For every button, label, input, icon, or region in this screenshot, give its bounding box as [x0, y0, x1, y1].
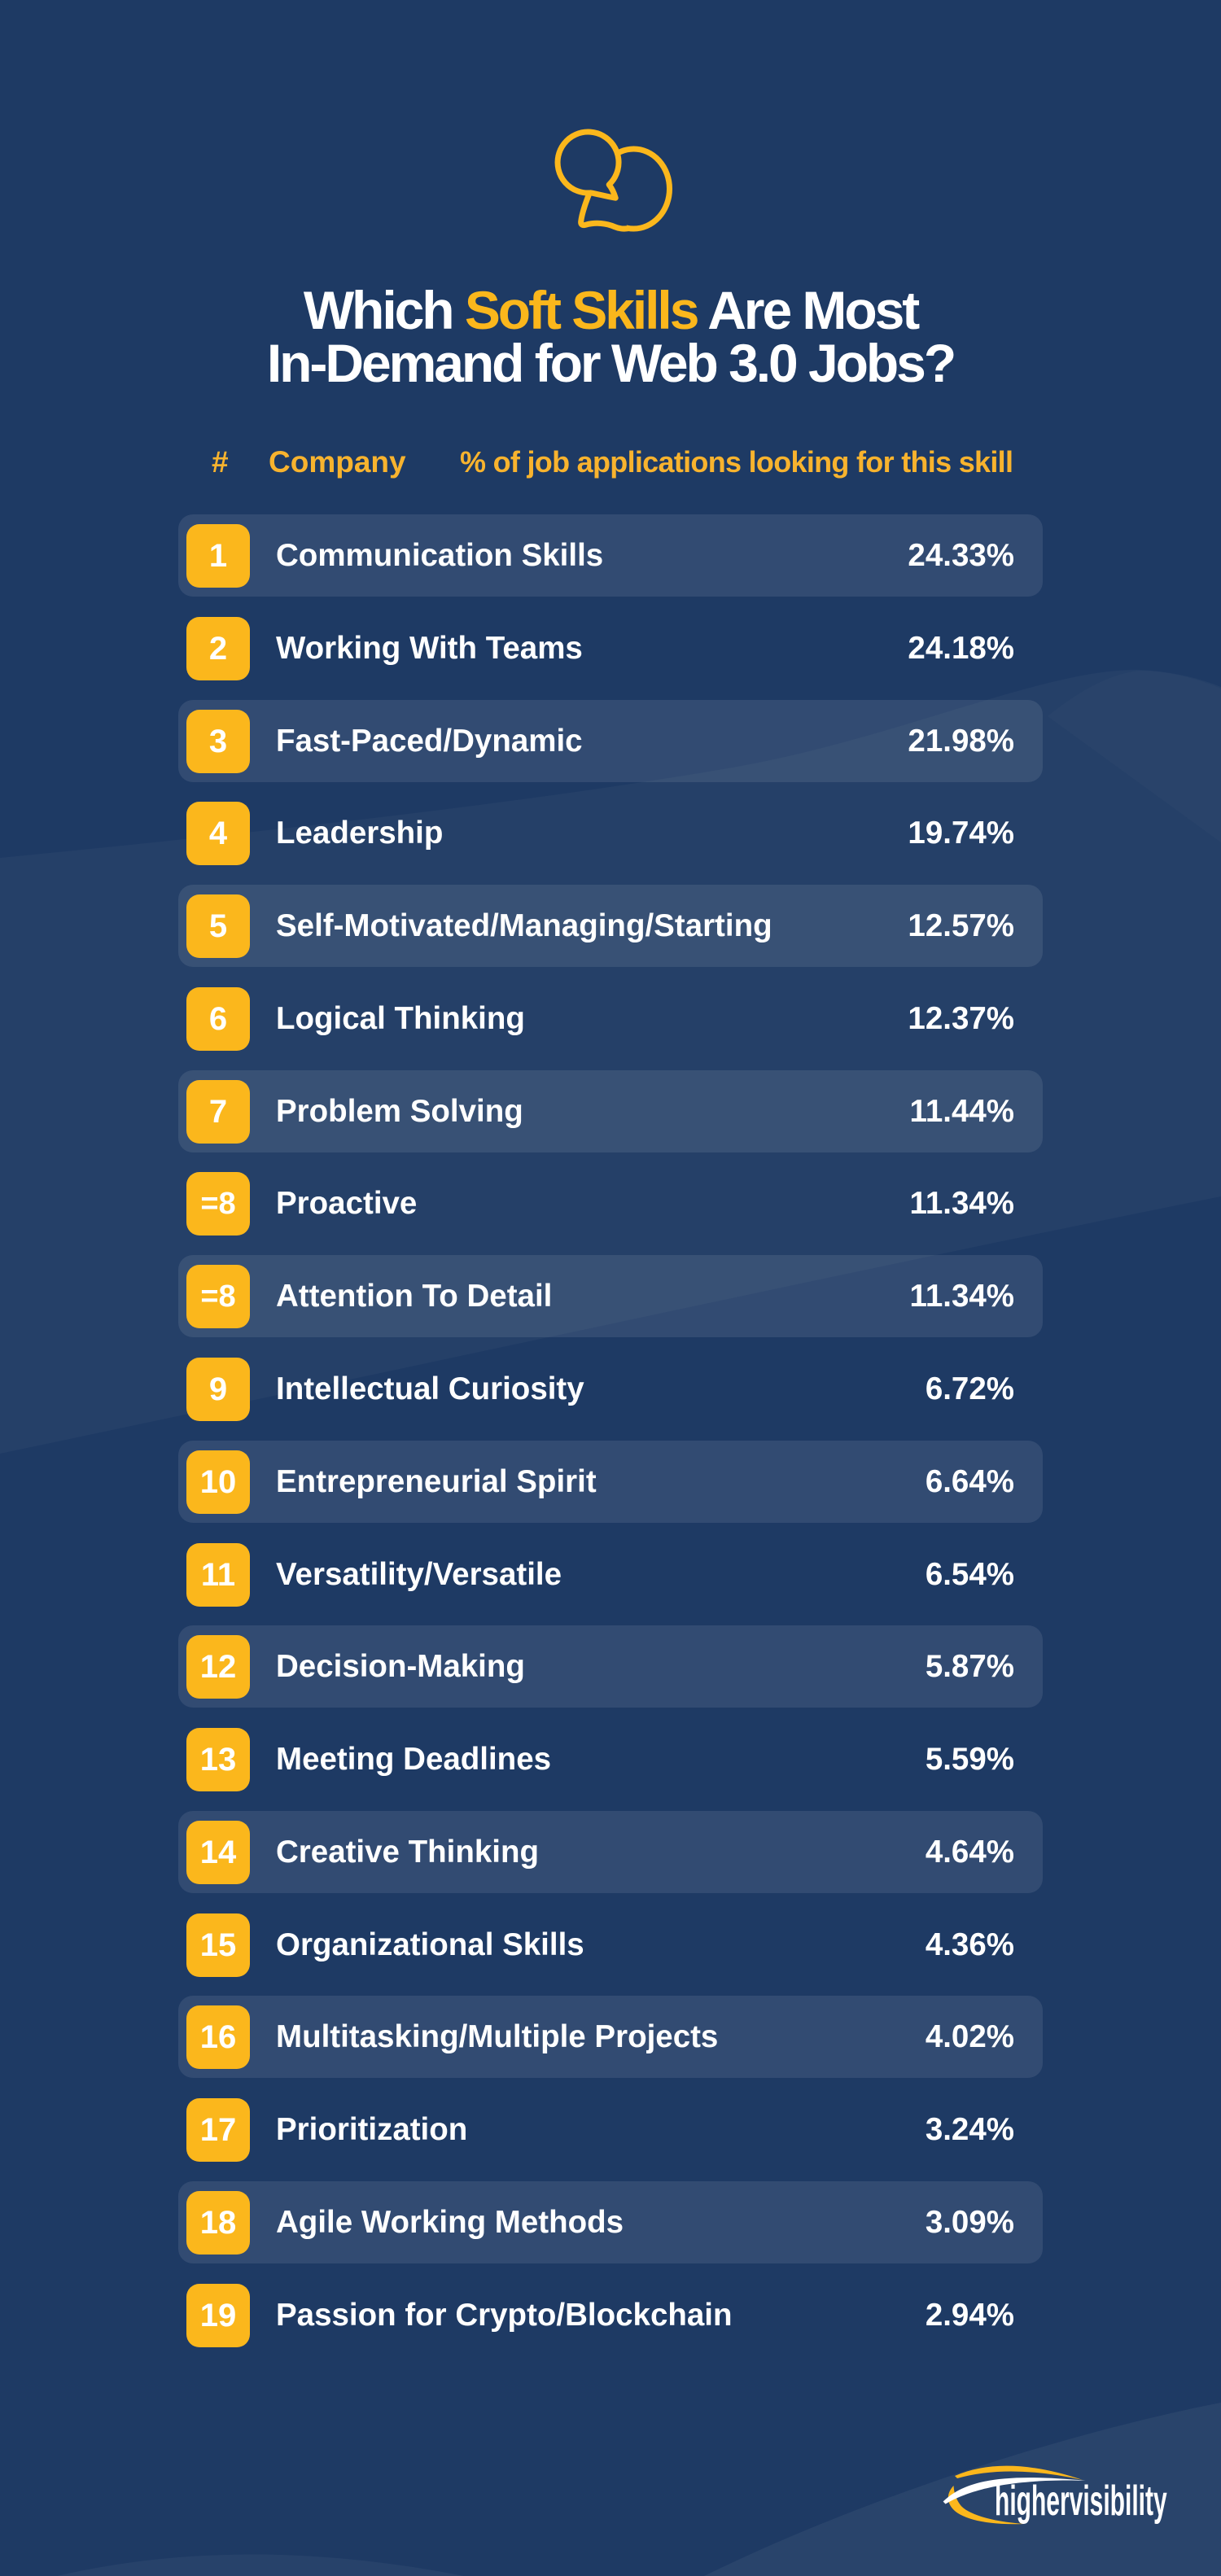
svg-text:highervisibility: highervisibility	[995, 2477, 1167, 2524]
